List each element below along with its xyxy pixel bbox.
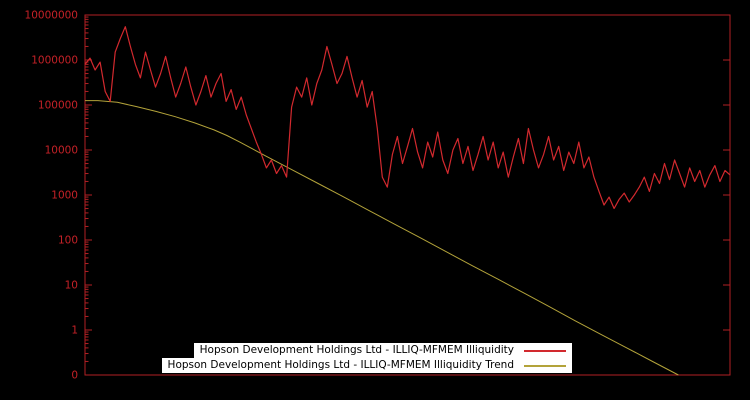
legend-item-trend: Hopson Development Holdings Ltd - ILLIQ-…	[161, 358, 572, 373]
legend-line-sample-trend	[524, 364, 566, 367]
svg-text:10: 10	[65, 280, 78, 292]
svg-text:10000000: 10000000	[25, 10, 78, 22]
svg-text:1: 1	[71, 325, 78, 337]
svg-text:1000: 1000	[51, 190, 78, 202]
svg-text:0: 0	[71, 370, 78, 382]
legend-line-sample-illiquidity	[524, 349, 566, 352]
legend-item-illiquidity: Hopson Development Holdings Ltd - ILLIQ-…	[193, 343, 572, 358]
svg-text:1000000: 1000000	[31, 55, 78, 67]
svg-text:100000: 100000	[38, 100, 78, 112]
legend-label-illiquidity: Hopson Development Holdings Ltd - ILLIQ-…	[199, 344, 514, 356]
svg-text:100: 100	[58, 235, 78, 247]
legend: Hopson Development Holdings Ltd - ILLIQ-…	[161, 343, 572, 373]
legend-label-trend: Hopson Development Holdings Ltd - ILLIQ-…	[167, 359, 514, 371]
svg-text:10000: 10000	[45, 145, 78, 157]
